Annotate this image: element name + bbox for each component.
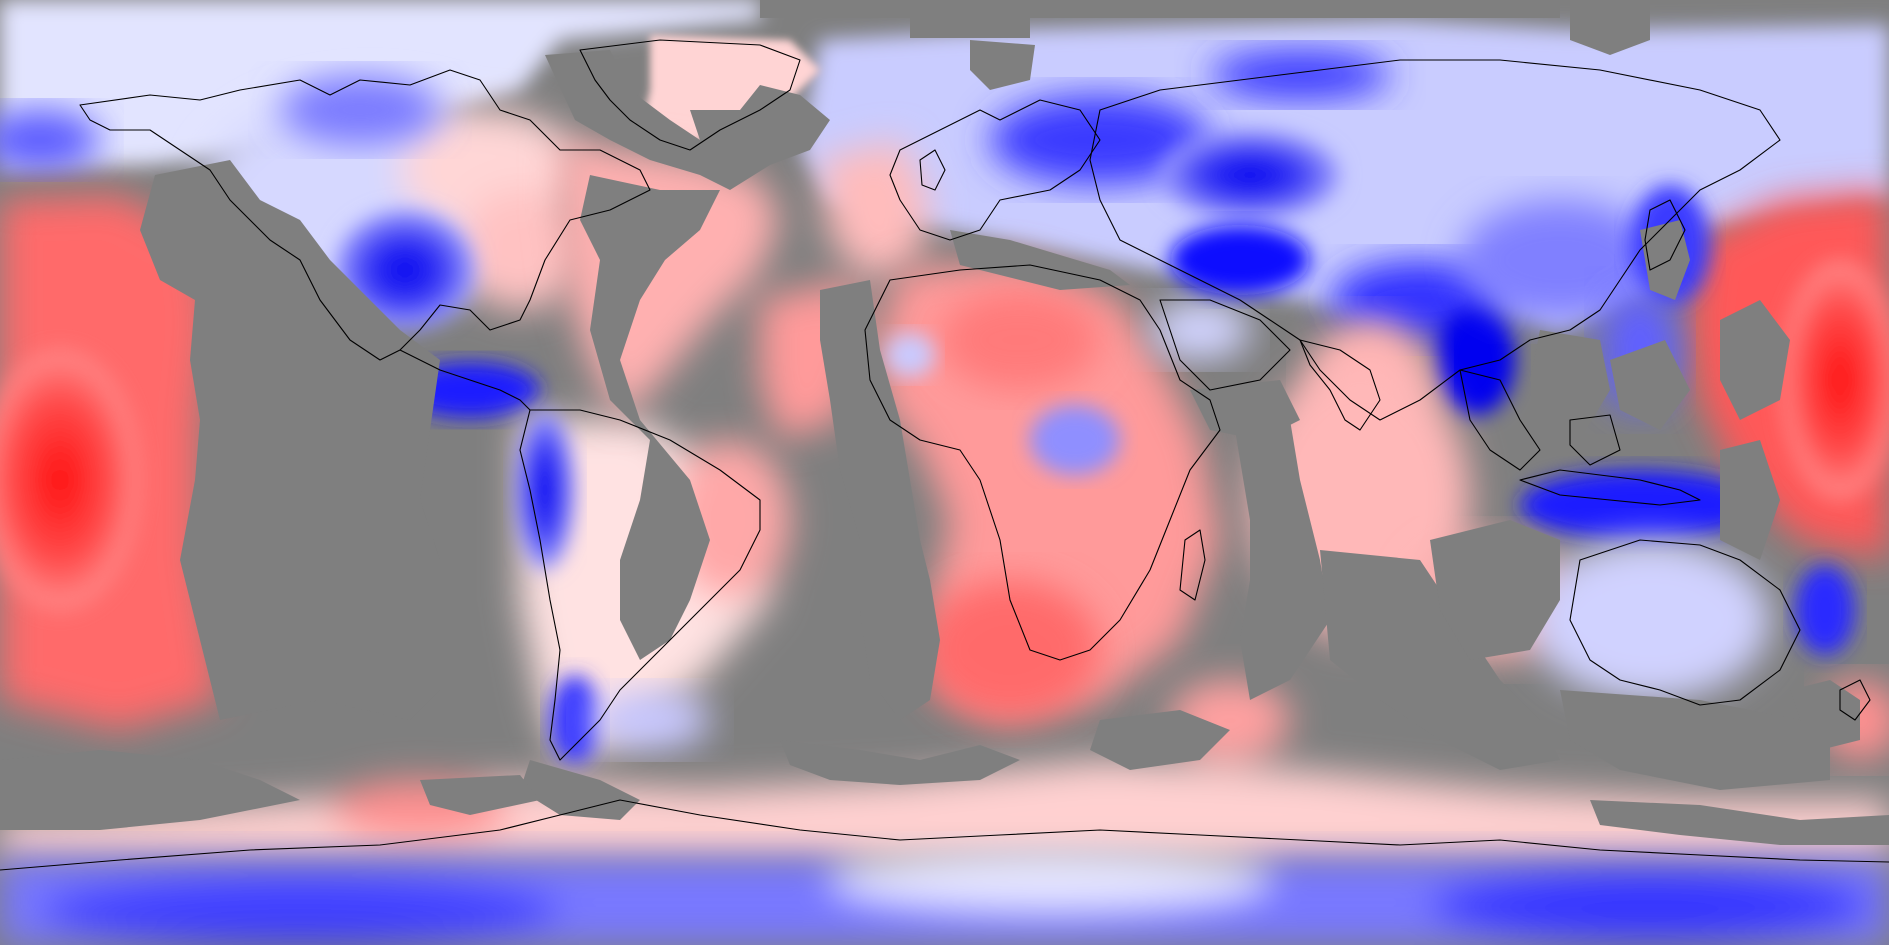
coastline-arabia <box>1159 299 1291 391</box>
andes-cold-anomaly <box>515 410 575 570</box>
alaska-cold <box>0 110 100 170</box>
coastline-layer <box>0 39 1889 871</box>
coastline-north-america <box>79 69 651 361</box>
missing-data-indian-ocean-west <box>1230 400 1330 700</box>
missing-data-indian-ocean-center <box>1320 550 1560 770</box>
west-pacific-warm-core <box>1780 260 1889 500</box>
east-australia-cold-anomaly <box>1795 565 1855 655</box>
middle-east-cold-anomaly <box>1170 225 1310 295</box>
coastline-southeast-asia <box>1459 369 1541 471</box>
missing-data-southern-ocean-indian <box>1090 710 1230 770</box>
missing-data-mediterranean <box>950 230 1130 290</box>
coastline-europe <box>889 99 1101 241</box>
coastline-madagascar <box>1179 529 1206 601</box>
missing-data-arctic-1 <box>760 0 1560 18</box>
central-africa-cold-anomaly <box>1030 405 1120 475</box>
missing-data-arctic-4 <box>970 40 1035 90</box>
coastline-borneo <box>1569 414 1621 466</box>
coastline-australia <box>1569 539 1801 706</box>
missing-data-southern-ocean-drake <box>780 740 1020 785</box>
missing-data-coral-sea <box>1720 440 1780 560</box>
central-pacific-warm-core <box>0 350 140 610</box>
missing-data-southern-ocean-east <box>1590 800 1889 845</box>
missing-data-tasman <box>1790 680 1860 750</box>
us-east-warm <box>460 190 580 310</box>
missing-data-philippine-sea <box>1610 340 1690 430</box>
south-atlantic-cool <box>590 690 710 750</box>
antarctica-core-cold <box>40 875 560 945</box>
coastline-greenland <box>579 39 801 151</box>
missing-data-north-atlantic <box>545 50 830 190</box>
arabia-cool <box>1150 300 1250 360</box>
coastline-new-zealand <box>1839 679 1871 721</box>
north-siberia-cold <box>1210 50 1390 100</box>
coastline-asia <box>1089 59 1781 421</box>
missing-data-arctic-3 <box>1570 0 1650 55</box>
greenland-warm-anomaly <box>640 35 820 150</box>
missing-data-southern-ocean-west <box>420 775 540 815</box>
missing-data-arabian-sea <box>1190 380 1300 440</box>
indonesia-cold-anomaly <box>1520 470 1760 540</box>
southern-africa-warm-anomaly <box>920 580 1100 720</box>
coastline-antarctica <box>0 799 1889 871</box>
coastline-british-isles <box>919 149 946 191</box>
coastline-india <box>1299 339 1381 431</box>
antarctica-east-cold <box>1430 870 1870 940</box>
sahara-warm <box>940 290 1100 390</box>
coastline-central-america <box>399 349 531 411</box>
missing-data-arctic-2 <box>910 18 1030 38</box>
patagonia-cold-anomaly <box>550 675 600 765</box>
siberia-cold-anomaly <box>1160 130 1340 220</box>
missing-data-north-atlantic-center <box>580 175 720 660</box>
missing-data-indian-ocean-east <box>1430 520 1560 660</box>
east-atlantic-warm <box>820 140 930 280</box>
missing-data-pacific <box>140 160 440 720</box>
china-cool <box>1460 200 1660 320</box>
coastline-south-america <box>519 409 761 761</box>
arctic-canada-cold-anomaly <box>280 75 440 145</box>
missing-data-southern-ocean-atlantic <box>520 760 640 820</box>
missing-data-west-pacific-far <box>1720 300 1790 420</box>
west-africa-cool <box>885 333 935 377</box>
southeast-asia-cold-anomaly <box>1435 305 1515 415</box>
coastline-japan <box>1644 199 1686 271</box>
missing-data-southern-ocean-pacific <box>0 750 300 830</box>
missing-data-west-pacific-1 <box>1640 220 1690 300</box>
missing-data-south-china-sea <box>1530 330 1610 440</box>
coastline-africa <box>864 264 1221 661</box>
antarctica-center-white <box>830 850 1270 910</box>
coastline-indonesia <box>1519 469 1701 506</box>
missing-data-south-australia <box>1560 690 1830 790</box>
missing-data-mid-atlantic <box>820 280 940 720</box>
australia-cold-anomaly <box>1530 540 1770 700</box>
missing-data-layer <box>0 0 1889 845</box>
